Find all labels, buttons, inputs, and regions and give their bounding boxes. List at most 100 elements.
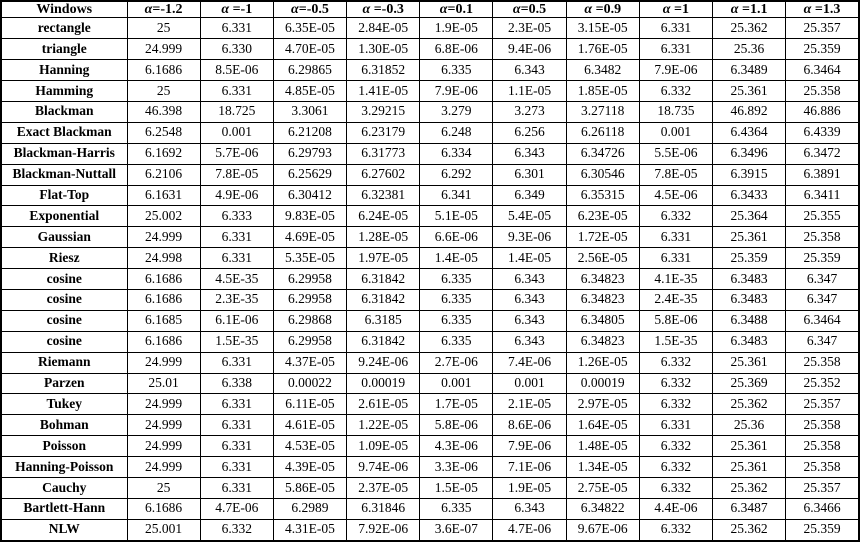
window-name-cell: Hanning-Poisson [0,456,128,478]
window-name-cell: Hanning [0,59,128,82]
value-cell: 4.31E-05 [272,518,348,542]
value-cell: 6.23E-05 [565,205,640,228]
value-cell: 1.64E-05 [565,414,640,437]
value-cell: 6.1686 [126,330,201,353]
value-cell: 24.998 [126,247,201,270]
value-cell: 3.279 [419,100,494,123]
value-cell: 6.1692 [126,142,201,165]
value-cell: 7.8E-05 [199,163,274,186]
value-cell: 6.343 [492,497,567,520]
value-cell: 6.2989 [272,497,348,520]
window-name-cell: Blackman-Harris [0,142,128,165]
value-cell: 6.35315 [565,184,640,207]
value-cell: 1.26E-05 [565,351,640,374]
value-cell: 6.3487 [711,497,787,520]
value-cell: 25.357 [785,393,860,416]
column-header-alpha-4: α=0.1 [419,0,494,19]
value-cell: 1.4E-05 [492,247,567,270]
value-cell: 25.358 [785,414,860,437]
value-cell: 6.331 [638,38,714,61]
header-row: Windows α=-1.2 α =-1 α=-0.5 α =-0.3 α=0.1 α=0.… [0,0,860,19]
value-cell: 7.9E-06 [419,80,494,102]
value-cell: 6.29865 [272,59,348,82]
value-cell: 25.359 [711,247,787,270]
value-cell: 25.358 [785,80,860,102]
value-cell: 25.361 [711,435,787,458]
value-cell: 24.999 [126,226,201,249]
value-cell: 5.5E-06 [638,142,714,165]
value-cell: 6.301 [492,163,567,186]
value-cell: 6.3488 [711,309,787,332]
value-cell: 6.1686 [126,497,201,520]
value-cell: 6.347 [785,288,860,311]
table-row-cauchy: Cauchy 25 6.331 5.86E-05 2.37E-05 1.5E-05 1.9E… [0,476,860,499]
value-cell: 6.31773 [346,142,421,165]
alpha-value: =1.1 [738,2,768,17]
value-cell: 6.335 [419,497,494,520]
value-cell: 6.29958 [272,268,348,290]
value-cell: 6.31852 [346,59,421,82]
value-cell: 1.41E-05 [346,80,421,102]
value-cell: 25.358 [785,351,860,374]
value-cell: 6.32381 [346,184,421,207]
value-cell: 4.39E-05 [272,456,348,478]
table-row-flat-top: Flat-Top 6.1631 4.9E-06 6.30412 6.32381 6.341… [0,184,860,207]
value-cell: 5.4E-05 [492,205,567,228]
value-cell: 25.357 [785,17,860,40]
window-name-cell: Parzen [0,372,128,395]
value-cell: 2.7E-06 [419,351,494,374]
value-cell: 6.4339 [785,121,860,144]
value-cell: 1.48E-05 [565,435,640,458]
value-cell: 6.332 [638,393,714,416]
value-cell: 9.3E-06 [492,226,567,249]
value-cell: 6.23179 [346,121,421,144]
alpha-symbol: α [803,2,812,17]
value-cell: 25.364 [711,205,787,228]
value-cell: 9.74E-06 [346,456,421,478]
value-cell: 9.4E-06 [492,38,567,61]
value-cell: 6.331 [199,351,274,374]
value-cell: 6.335 [419,268,494,290]
value-cell: 6.331 [199,393,274,416]
column-header-alpha-2: α=-0.5 [272,0,348,19]
column-header-alpha-7: α =1 [638,0,714,19]
value-cell: 25.355 [785,205,860,228]
value-cell: 6.248 [419,121,494,144]
value-cell: 6.256 [492,121,567,144]
table-row-poisson: Poisson 24.999 6.331 4.53E-05 1.09E-05 4.3E-0… [0,435,860,458]
table-row-exponential: Exponential 25.002 6.333 9.83E-05 6.24E-05 5.… [0,205,860,228]
corner-header-windows: Windows [0,0,128,19]
value-cell: 6.332 [638,456,714,478]
value-cell: 6.11E-05 [272,393,348,416]
value-cell: 6.331 [199,414,274,437]
value-cell: 2.3E-35 [199,288,274,311]
value-cell: 6.21208 [272,121,348,144]
value-cell: 7.8E-05 [638,163,714,186]
value-cell: 6.331 [638,247,714,270]
alpha-value: =0.1 [447,2,473,17]
value-cell: 6.34726 [565,142,640,165]
value-cell: 25.358 [785,226,860,249]
value-cell: 25.358 [785,456,860,478]
value-cell: 6.3496 [711,142,787,165]
table-row-bartlett-hann: Bartlett-Hann 6.1686 4.7E-06 6.2989 6.31846 6… [0,497,860,520]
value-cell: 25 [126,80,201,102]
value-cell: 8.5E-06 [199,59,274,82]
value-cell: 0.001 [492,372,567,395]
value-cell: 7.9E-06 [492,435,567,458]
value-cell: 6.29958 [272,288,348,311]
value-cell: 8.6E-06 [492,414,567,437]
value-cell: 4.7E-06 [492,518,567,542]
value-cell: 6.343 [492,59,567,82]
value-cell: 25.357 [785,476,860,499]
value-cell: 24.999 [126,38,201,61]
alpha-value: =-0.3 [370,2,404,17]
value-cell: 6.332 [638,518,714,542]
value-cell: 6.3483 [711,288,787,311]
value-cell: 4.37E-05 [272,351,348,374]
value-cell: 6.34805 [565,309,640,332]
value-cell: 25.361 [711,80,787,102]
table-row-cosine: cosine 6.1686 1.5E-35 6.29958 6.31842 6.335 6.… [0,330,860,353]
value-cell: 1.30E-05 [346,38,421,61]
alpha-value: =-0.5 [298,2,329,17]
